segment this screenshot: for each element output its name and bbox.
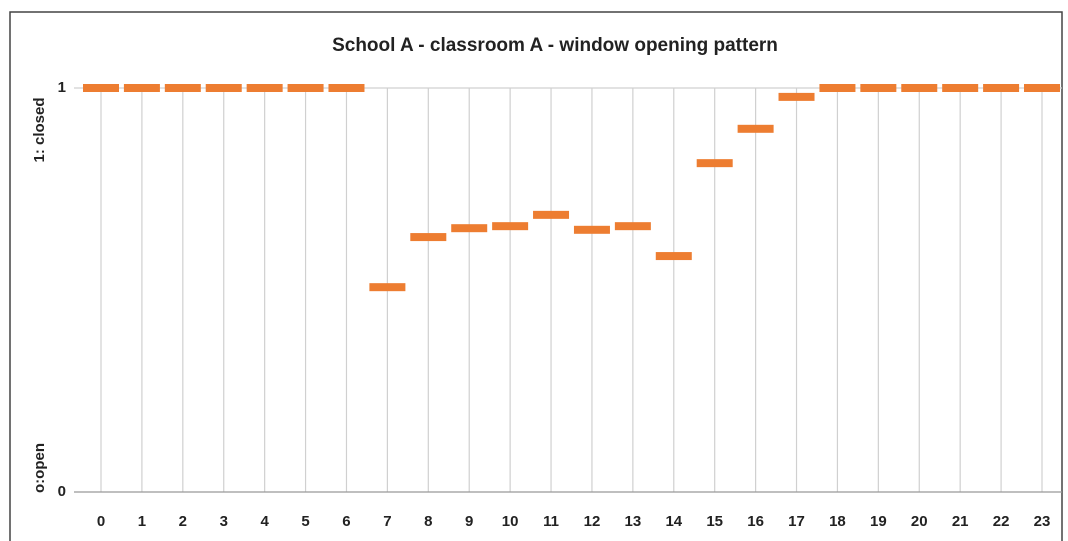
- x-tick-label: 6: [342, 513, 350, 530]
- x-tick-label: 10: [502, 513, 519, 530]
- x-tick-label: 20: [911, 513, 928, 530]
- y-tick-label: 0: [58, 483, 66, 500]
- marker: [901, 84, 938, 92]
- x-tick-label: 16: [747, 513, 764, 530]
- marker: [983, 84, 1020, 92]
- x-tick-label: 7: [383, 513, 391, 530]
- x-tick-label: 23: [1034, 513, 1051, 530]
- x-tick-label: 8: [424, 513, 432, 530]
- marker: [942, 84, 979, 92]
- x-tick-label: 14: [665, 513, 682, 530]
- marker: [123, 84, 160, 92]
- x-tick-label: 9: [465, 513, 473, 530]
- marker: [860, 84, 897, 92]
- marker: [655, 252, 692, 261]
- x-tick-label: 22: [993, 513, 1010, 530]
- marker: [164, 84, 201, 92]
- marker: [819, 84, 856, 92]
- marker: [492, 222, 529, 231]
- y-top-label: 1: closed: [31, 97, 48, 162]
- marker: [737, 124, 774, 133]
- x-tick-label: 19: [870, 513, 887, 530]
- marker: [696, 159, 733, 168]
- chart-title: School A - classroom A - window opening …: [332, 35, 778, 56]
- x-tick-label: 11: [543, 513, 559, 530]
- x-tick-label: 13: [625, 513, 642, 530]
- marker: [573, 225, 610, 234]
- y-tick-label: 1: [58, 79, 66, 96]
- marker: [778, 92, 815, 101]
- marker: [83, 84, 119, 92]
- x-tick-label: 4: [260, 513, 269, 530]
- x-tick-label: 3: [220, 513, 228, 530]
- chart-frame: [9, 11, 1063, 541]
- marker: [369, 283, 406, 292]
- x-tick-label: 0: [97, 513, 105, 530]
- x-tick-label: 15: [706, 513, 723, 530]
- x-tick-label: 5: [301, 513, 309, 530]
- marker: [1024, 84, 1060, 92]
- marker: [410, 233, 447, 242]
- marker: [533, 210, 570, 219]
- x-tick-label: 12: [584, 513, 601, 530]
- marker: [287, 84, 324, 92]
- x-tick-label: 21: [952, 513, 969, 530]
- x-tick-label: 1: [138, 513, 146, 530]
- marker: [246, 84, 283, 92]
- x-tick-label: 2: [179, 513, 187, 530]
- x-tick-label: 18: [829, 513, 846, 530]
- y-bottom-label: o:open: [31, 443, 48, 493]
- marker: [451, 224, 488, 233]
- marker: [328, 84, 365, 92]
- marker: [614, 222, 651, 231]
- x-tick-label: 17: [788, 513, 805, 530]
- marker: [205, 84, 242, 92]
